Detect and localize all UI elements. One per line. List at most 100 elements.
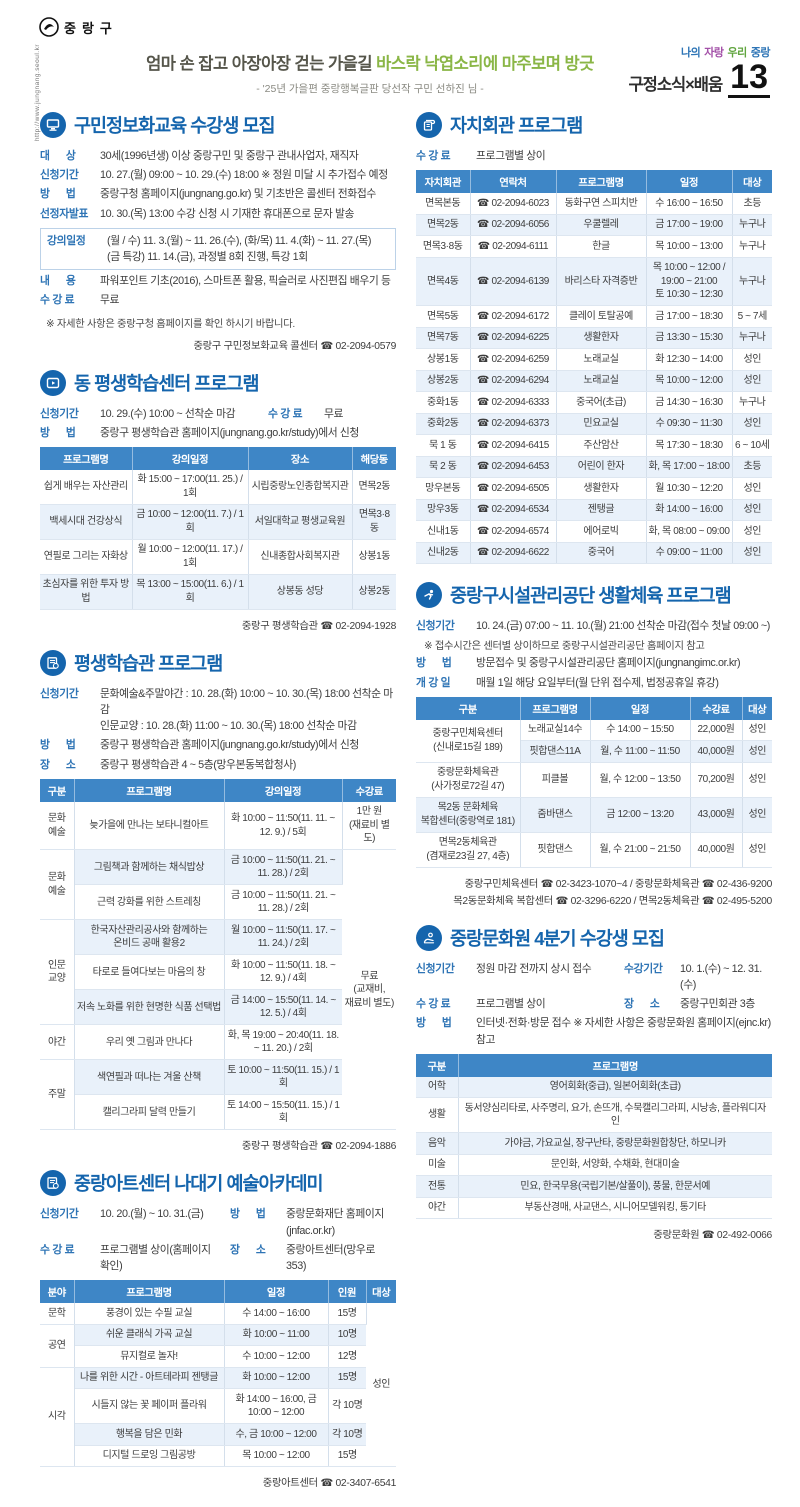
section-community-centers: 자치회관 프로그램 수 강 료 프로그램별 상이 자치회관 연락처 프로그램명 일정 대상… <box>416 112 772 565</box>
info-label: 장 소 <box>624 998 660 1011</box>
table-cell: 한글 <box>556 235 647 258</box>
column-header: 프로그램명 <box>74 778 225 802</box>
section-dong-learning-center: 동 평생학습센터 프로그램 신청기간 10. 29.(수) 10:00 ~ 선착순… <box>40 369 396 632</box>
table-cell: 수 09:30 ~ 11:30 <box>646 413 733 436</box>
table-cell: 금 10:00 ~ 11:50(11. 21. ~ 11. 28.) / 2회 <box>224 884 342 921</box>
table-cell: 성인 <box>732 413 772 436</box>
art-center-table: 분야 프로그램명 일정 인원 대상 문학 풍경이 있는 수필 교실 수 14:00 ~ 16:… <box>40 1280 396 1468</box>
table-cell: 토 10:00 ~ 11:50(11. 15.) / 1회 <box>224 1059 342 1096</box>
info-label: 내 용 <box>40 275 76 288</box>
table-cell: 공연 <box>40 1324 75 1368</box>
table-cell: 신내2동 <box>416 542 471 565</box>
table-cell: ☎ 02-2094-6415 <box>470 434 557 457</box>
column-header: 프로그램명 <box>74 1280 225 1304</box>
info-value: 10. 20.(월) ~ 10. 31.(금) <box>100 1208 204 1221</box>
table-cell: 성인 <box>742 797 772 833</box>
section-title: 중랑아트센터 나대기 예술아카데미 <box>74 1173 324 1195</box>
column-header: 대상 <box>732 170 772 194</box>
info-label: 장 소 <box>230 1243 266 1256</box>
table-cell: 목 10:00 ~ 12:00 <box>224 1445 329 1468</box>
table-row: 묵 2 동 ☎ 02-2094-6453 어린이 한자 화, 목 17:00 ~ 18… <box>416 456 772 479</box>
brand-word: 나의 <box>681 47 701 59</box>
table-cell: 수 14:00 ~ 15:50 <box>590 719 691 742</box>
table-cell: 10명 <box>328 1324 366 1347</box>
page-number: 13 <box>728 58 770 98</box>
table-cell: 초등 <box>732 456 772 479</box>
info-label: 신청기간 <box>40 407 79 420</box>
table-cell: 핏합댄스11A <box>520 740 591 763</box>
table-cell: 동서양심리타로, 사주명리, 요가, 손뜨개, 수묵캘리그라피, 시낭송, 플라… <box>458 1097 772 1134</box>
scroll-icon <box>416 112 442 138</box>
table-cell: 금 17:00 ~ 18:30 <box>646 305 733 328</box>
table-cell: 각 10명 <box>328 1423 366 1446</box>
table-cell: 전통 <box>416 1175 459 1198</box>
table-cell: 묵 2 동 <box>416 456 471 479</box>
table-cell: 문학 <box>40 1303 75 1325</box>
table-cell: 색연필과 떠나는 겨울 산책 <box>74 1059 225 1096</box>
table-row: 신내2동 ☎ 02-2094-6622 중국어 수 09:00 ~ 11:00 성인 <box>416 542 772 565</box>
table-row: 미술 문인화, 서양화, 수채화, 현대미술 <box>416 1154 772 1177</box>
table-row: 생활 동서양심리타로, 사주명리, 요가, 손뜨개, 수묵캘리그라피, 시낭송, … <box>416 1097 772 1134</box>
table-cell: 15명 <box>328 1367 366 1390</box>
info-label: 신청기간 <box>40 1208 79 1221</box>
section-sports-programs: 중랑구시설관리공단 생활체육 프로그램 신청기간 10. 24.(금) 07:00… <box>416 582 772 907</box>
table-cell: ☎ 02-2094-6056 <box>470 214 557 237</box>
info-value: 10. 24.(금) 07:00 ~ 11. 10.(월) 21:00 선착순 … <box>476 620 770 633</box>
table-cell: ☎ 02-2094-6373 <box>470 413 557 436</box>
table-cell: 쉽게 배우는 자산관리 <box>40 469 133 505</box>
info-value: 중랑구 평생학습관 4 ~ 5층(망우본동복합청사) <box>100 758 296 771</box>
column-header: 프로그램명 <box>520 696 591 720</box>
table-cell: 성인 <box>732 520 772 543</box>
book-bulb-icon <box>40 649 66 676</box>
info-label: 신청기간 <box>40 687 79 700</box>
table-row: 인문 교양 한국자산관리공사와 함께하는 온비드 공매 활용2 월 10:00 ~ … <box>40 919 396 1026</box>
table-row: 전통 민요, 한국무용(국립기본/살풀이), 풍물, 한문서예 <box>416 1175 772 1198</box>
info-value: 중랑구민회관 3층 <box>680 998 755 1011</box>
table-cell: 금 17:00 ~ 19:00 <box>646 214 733 237</box>
table-row: 행복을 담은 민화 수, 금 10:00 ~ 12:00 각 10명 <box>40 1423 396 1446</box>
table-cell: 수, 금 10:00 ~ 12:00 <box>224 1423 329 1446</box>
info-value: 무료 <box>100 294 120 307</box>
column-header: 일정 <box>590 696 691 720</box>
table-cell: 목 17:30 ~ 18:30 <box>646 434 733 457</box>
table-cell: 화 14:00 ~ 16:00 <box>646 499 733 522</box>
table-cell: 뮤지컬로 놀자! <box>74 1345 225 1368</box>
table-cell: 목 10:00 ~ 12:00 / 19:00 ~ 21:00 토 10:30 … <box>646 257 733 307</box>
info-value: 중랑아트센터(망우로 353) <box>286 1243 375 1272</box>
table-cell: 핏합댄스 <box>520 832 591 868</box>
computer-icon <box>40 112 66 138</box>
table-cell: 면목5동 <box>416 305 471 328</box>
table-cell: 노래교실 <box>556 348 647 371</box>
table-cell: 화 10:00 ~ 11:50(11. 11. ~ 12. 9.) / 5회 <box>224 801 343 851</box>
table-cell: 22,000원 <box>690 719 743 742</box>
info-value: 10. 1.(수) ~ 12. 31.(수) <box>680 962 762 991</box>
slogan-highlight-text: 바스락 낙엽소리에 마주보며 방긋 <box>376 55 594 73</box>
info-label: 신청기간 <box>416 620 455 633</box>
table-cell: 중랑문화체육관 (사가정로72길 47) <box>416 762 521 798</box>
section-title: 구민정보화교육 수강생 모집 <box>74 115 276 136</box>
table-cell: 면목3·8동 <box>352 504 396 540</box>
table-cell: 금 13:30 ~ 15:30 <box>646 327 733 350</box>
info-label: 강의일정 <box>47 234 86 247</box>
sports-table: 구분 프로그램명 일정 수강료 대상 중랑구민체육센터 (신내로15길 189) 노래교실1… <box>416 696 772 868</box>
table-row: 디지털 드로잉 그림공방 목 10:00 ~ 12:00 15명 <box>40 1445 396 1468</box>
table-row: 면목7동 ☎ 02-2094-6225 생활한자 금 13:30 ~ 15:30 누구나 <box>416 327 772 350</box>
info-label: 대 상 <box>40 150 76 162</box>
table-cell: 성인 <box>366 1303 396 1468</box>
data-table: 구분 프로그램명 어학 영어회화(중급), 일본어회화(초급) 생활 동서양심리타로, 사… <box>416 1053 772 1220</box>
table-cell: 신내종합사회복지관 <box>248 539 353 575</box>
page-header: 중랑구 http://www.jungnang.seoul.kr 엄마 손 잡고… <box>0 0 800 141</box>
table-row: 공연 쉬운 클래식 가곡 교실 화 10:00 ~ 11:00 10명 <box>40 1324 396 1368</box>
contact-info: 중랑문화원 ☎ 02-492-0066 <box>653 1230 772 1242</box>
table-row: 문화 예술 그림책과 함께하는 채식밥상 금 10:00 ~ 11:50(11. 2… <box>40 849 396 1131</box>
table-row: 망우3동 ☎ 02-2094-6534 젠탱글 화 14:00 ~ 16:00 성인 <box>416 499 772 522</box>
column-header: 수강료 <box>342 778 396 802</box>
info-value: 30세(1996년생) 이상 중랑구민 및 중랑구 관내사업자, 재직자 <box>100 150 359 162</box>
data-table: 자치회관 연락처 프로그램명 일정 대상 면목본동 ☎ 02-2094-6023 동화구연 스… <box>416 170 772 565</box>
column-header: 대상 <box>742 696 772 720</box>
column-header: 강의일정 <box>224 778 343 802</box>
table-row: 망우본동 ☎ 02-2094-6505 생활한자 월 10:30 ~ 12:20 성인 <box>416 477 772 500</box>
table-cell: 면목본동 <box>416 193 471 215</box>
